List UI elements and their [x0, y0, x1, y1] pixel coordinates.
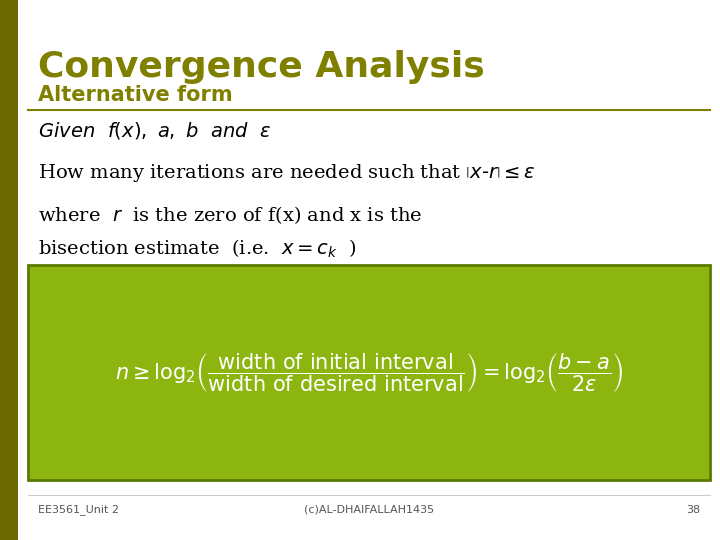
Text: $n \geq \log_2\!\left(\dfrac{\mathrm{width\ of\ initial\ interval}}{\mathrm{widt: $n \geq \log_2\!\left(\dfrac{\mathrm{wid…	[114, 350, 624, 394]
Text: Alternative form: Alternative form	[38, 85, 233, 105]
Text: (c)AL-DHAIFALLAH1435: (c)AL-DHAIFALLAH1435	[304, 505, 434, 515]
Text: 38: 38	[686, 505, 700, 515]
Text: where  $r$  is the zero of f(x) and x is the: where $r$ is the zero of f(x) and x is t…	[38, 204, 423, 226]
Text: EE3561_Unit 2: EE3561_Unit 2	[38, 504, 119, 516]
Bar	[28, 265, 710, 480]
Text: Convergence Analysis: Convergence Analysis	[38, 50, 485, 84]
Text: bisection estimate  (i.e.  $x = c_k$  ): bisection estimate (i.e. $x = c_k$ )	[38, 238, 356, 260]
Bar	[0, 0, 18, 540]
Text: $Given\ \ f(x),\ a,\ b\ \ and\ \ \varepsilon$: $Given\ \ f(x),\ a,\ b\ \ and\ \ \vareps…	[38, 120, 271, 141]
Text: How many iterations are needed such that $\left|x\text{-}r\right|\leq\varepsilon: How many iterations are needed such that…	[38, 162, 536, 184]
